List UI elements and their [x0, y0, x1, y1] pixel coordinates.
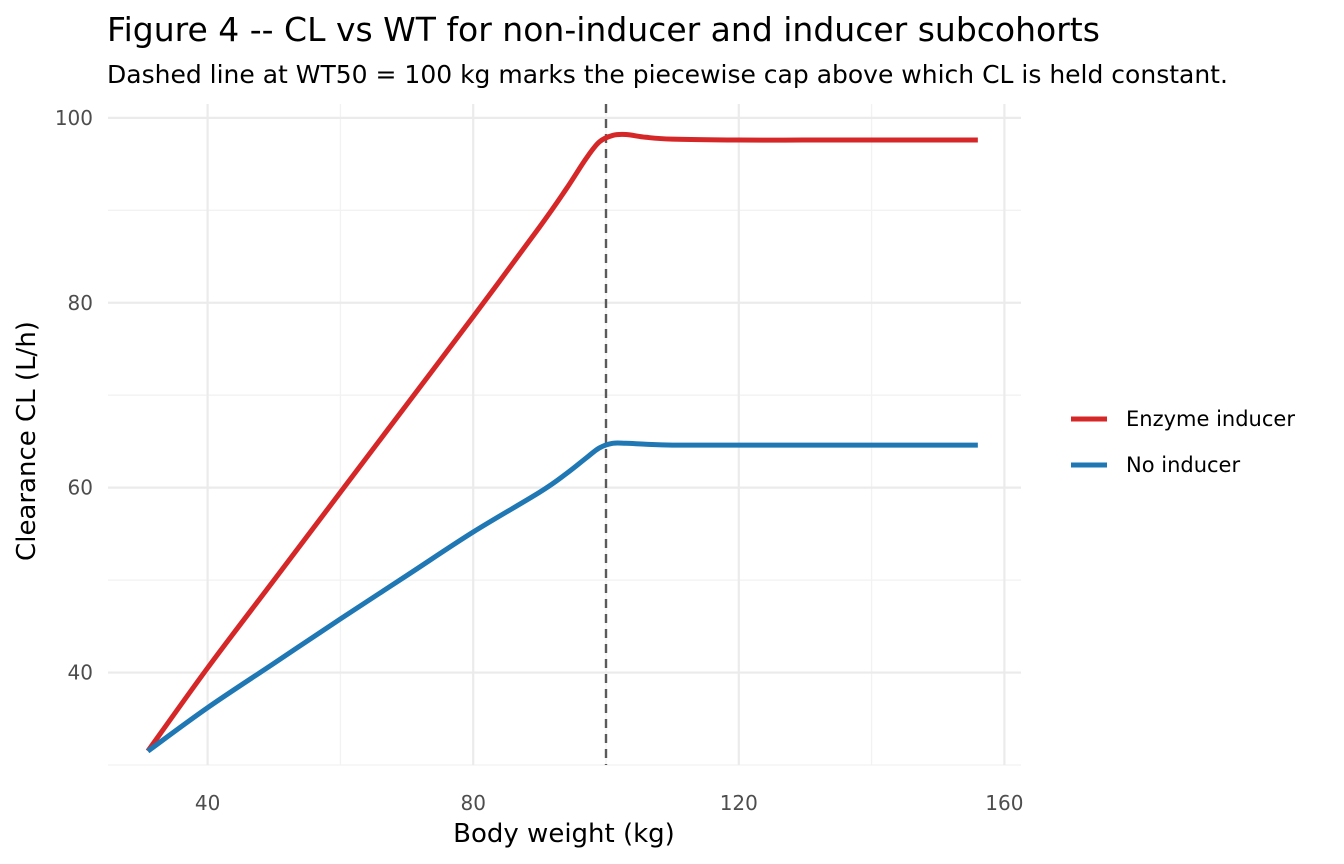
- y-tick-label: 40: [68, 661, 93, 685]
- y-tick-labels: 40 60 80 100: [55, 106, 93, 685]
- x-tick-label: 40: [195, 791, 220, 815]
- x-tick-labels: 40 80 120 160: [195, 791, 1024, 815]
- series-lines: [145, 131, 978, 754]
- grid-lines: [108, 104, 1021, 766]
- y-tick-label: 60: [68, 476, 93, 500]
- chart-subtitle: Dashed line at WT50 = 100 kg marks the p…: [107, 60, 1228, 89]
- series-line-0: [145, 131, 978, 753]
- x-tick-label: 160: [985, 791, 1023, 815]
- legend-label-1: No inducer: [1126, 453, 1240, 477]
- x-tick-label: 80: [460, 791, 485, 815]
- x-tick-label: 120: [720, 791, 758, 815]
- series-line-1: [146, 440, 978, 754]
- x-axis-label: Body weight (kg): [453, 819, 675, 849]
- y-tick-label: 80: [68, 291, 93, 315]
- legend: Enzyme inducer No inducer: [1071, 407, 1295, 477]
- chart-title: Figure 4 -- CL vs WT for non-inducer and…: [107, 10, 1100, 49]
- legend-label-0: Enzyme inducer: [1126, 407, 1295, 431]
- y-axis-label: Clearance CL (L/h): [12, 321, 42, 561]
- y-tick-label: 100: [55, 106, 93, 130]
